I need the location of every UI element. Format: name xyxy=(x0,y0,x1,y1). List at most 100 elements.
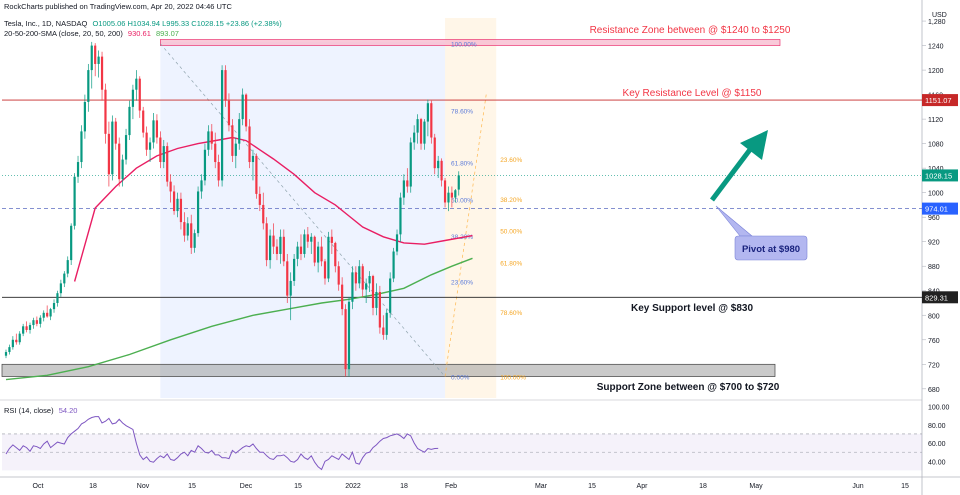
fib-zone-orange xyxy=(445,18,497,398)
candle-body xyxy=(327,236,330,279)
price-tick-label: 1080 xyxy=(928,142,944,149)
candle-body xyxy=(100,56,104,90)
candle xyxy=(286,253,289,303)
candle xyxy=(269,229,272,269)
candle xyxy=(262,192,265,230)
candle-body xyxy=(128,106,131,136)
candle-body xyxy=(76,162,80,177)
candle xyxy=(131,84,135,120)
candle-body xyxy=(317,246,320,263)
candle-body xyxy=(63,273,66,284)
candle-body xyxy=(87,70,90,102)
candle xyxy=(437,155,440,178)
candle-body xyxy=(344,309,347,370)
candle-body xyxy=(389,278,392,313)
candle xyxy=(234,137,237,169)
candle xyxy=(358,260,361,289)
candle xyxy=(124,128,128,165)
candle xyxy=(4,349,8,359)
rsi-band xyxy=(2,433,922,471)
candle xyxy=(200,174,203,199)
candle-body xyxy=(413,132,416,143)
candle-body xyxy=(378,291,381,328)
time-tick-label: Mar xyxy=(535,483,548,490)
price-tick-label: 1120 xyxy=(928,117,943,124)
candle-body xyxy=(15,339,18,343)
candle xyxy=(135,70,138,101)
sma200-value: 893.07 xyxy=(155,29,179,38)
candle xyxy=(337,261,340,291)
candle xyxy=(430,100,433,144)
candle-body xyxy=(282,236,285,262)
candle-body xyxy=(347,301,351,370)
candle xyxy=(155,114,159,144)
bullish-arrow-shaft xyxy=(710,141,757,202)
candle-body xyxy=(454,190,457,198)
price-axis-badge xyxy=(922,202,958,215)
candle xyxy=(385,309,388,340)
candle xyxy=(190,214,193,254)
candle-body xyxy=(443,180,447,203)
key-resistance-label: Key Resistance Level @ $1150 xyxy=(623,88,762,99)
candle xyxy=(375,283,378,316)
candle xyxy=(344,304,347,377)
candle xyxy=(251,149,255,181)
candle-body xyxy=(409,142,412,187)
candle xyxy=(231,119,234,163)
candle xyxy=(70,223,73,265)
fib-label-right: 61.80% xyxy=(500,261,522,268)
candle xyxy=(323,258,327,285)
candle-body xyxy=(162,146,165,163)
candle xyxy=(107,121,110,187)
candle-body xyxy=(402,180,405,198)
candle-body xyxy=(59,283,62,294)
candle xyxy=(138,76,141,118)
candle-body xyxy=(42,312,45,318)
candle-body xyxy=(32,320,35,326)
candle xyxy=(179,192,183,230)
rsi-value: 54.20 xyxy=(58,406,78,415)
candle-body xyxy=(39,317,42,324)
candle-body xyxy=(210,131,213,144)
candle-body xyxy=(138,78,141,111)
candle-body xyxy=(94,45,97,64)
candle xyxy=(80,125,83,169)
candle-body xyxy=(49,309,52,317)
time-tick-label: 15 xyxy=(901,483,909,490)
candle xyxy=(258,186,261,212)
candle-body xyxy=(241,94,244,120)
candle xyxy=(166,142,169,187)
candle xyxy=(83,94,86,139)
candle xyxy=(42,310,45,322)
rsi-axis-label: 40.00 xyxy=(928,459,946,466)
candle xyxy=(296,241,299,267)
candle xyxy=(169,174,172,203)
candle-body xyxy=(416,119,419,133)
time-tick-label: 18 xyxy=(400,483,408,490)
candle-body xyxy=(73,176,76,226)
time-tick-label: Feb xyxy=(445,483,457,490)
candle xyxy=(327,231,330,283)
fib-label-left: 100.00% xyxy=(451,42,477,49)
fib-label-right: 38.20% xyxy=(500,197,522,204)
candle-body xyxy=(166,146,169,182)
price-tick-label: 920 xyxy=(928,240,940,247)
fib-label-left: 78.60% xyxy=(451,109,473,116)
pivot-callout-box xyxy=(734,235,808,261)
candle-body xyxy=(437,160,440,169)
candle-body xyxy=(214,143,217,163)
fib-label-left: 61.80% xyxy=(451,161,473,168)
candle-body xyxy=(155,120,159,138)
candle xyxy=(32,317,35,329)
candle xyxy=(145,126,148,156)
candle xyxy=(39,315,42,328)
candle-body xyxy=(90,45,93,71)
candle-body xyxy=(66,260,69,274)
candle xyxy=(368,271,371,292)
candle xyxy=(128,100,131,140)
key-support-label: Key Support level @ $830 xyxy=(631,303,753,314)
candle-body xyxy=(186,223,189,236)
fib-zone-blue xyxy=(160,42,446,398)
candle xyxy=(433,133,436,175)
